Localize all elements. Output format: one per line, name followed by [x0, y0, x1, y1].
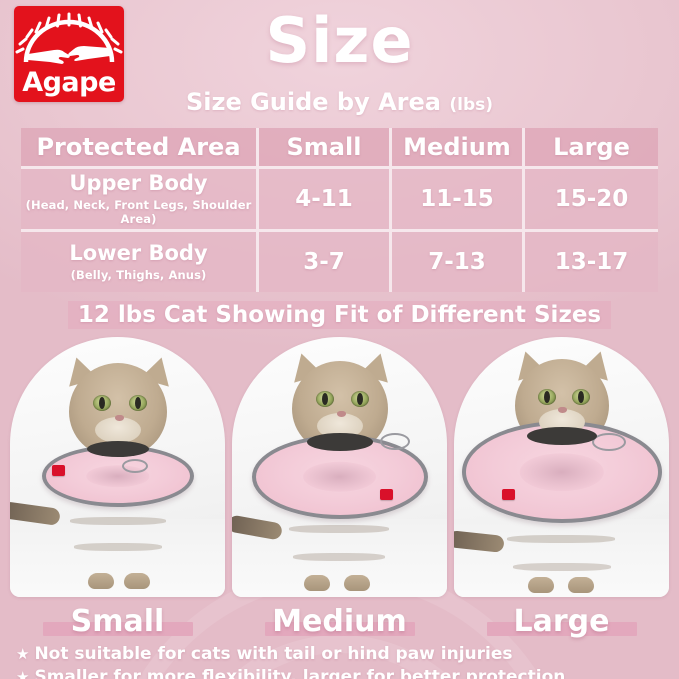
area-detail: (Head, Neck, Front Legs, Shoulder Area): [25, 197, 252, 226]
column-header-large: Large: [525, 128, 658, 166]
subtitle-text: Size Guide by Area: [185, 88, 441, 116]
label-underline-bar: [42, 622, 193, 636]
demo-heading: 12 lbs Cat Showing Fit of Different Size…: [0, 301, 679, 329]
demo-heading-text: 12 lbs Cat Showing Fit of Different Size…: [67, 301, 612, 329]
brand-tag-icon: [52, 465, 65, 476]
cat-eye: [351, 391, 369, 407]
cat-collar: [526, 427, 597, 445]
column-header-small: Small: [259, 128, 392, 166]
footnote-line: ★ Smaller for more flexibility, larger fo…: [16, 666, 679, 679]
brand-logo: Agape: [14, 6, 124, 102]
cat-nose: [558, 407, 567, 413]
cat-paw: [304, 575, 330, 591]
table-row: Lower Body (Belly, Thighs, Anus) 3-7 7-1…: [21, 232, 658, 292]
value: 4-11: [295, 186, 353, 212]
cat-paw: [124, 573, 150, 589]
fit-card-small: [10, 337, 225, 597]
cone-drawstring-loop: [380, 433, 410, 450]
cat-eye: [129, 395, 147, 411]
size-label-text: Medium: [272, 603, 407, 639]
cell-upper-small: 4-11: [259, 169, 392, 229]
cell-area-upper-body: Upper Body (Head, Neck, Front Legs, Shou…: [21, 169, 259, 229]
footnote-line: ★ Not suitable for cats with tail or hind…: [16, 643, 679, 666]
size-label-text: Small: [70, 603, 165, 639]
photo-floor: [454, 519, 669, 597]
star-bullet-icon: ★: [16, 667, 30, 679]
cone-drawstring-loop: [122, 459, 148, 473]
size-guide-table: Protected Area Small Medium Large Upper …: [21, 128, 658, 292]
cell-upper-large: 15-20: [525, 169, 658, 229]
brand-tag-icon: [502, 489, 515, 500]
value: 3-7: [303, 249, 345, 275]
cat-eye: [572, 389, 590, 405]
cat-paw: [528, 577, 554, 593]
area-detail: (Belly, Thighs, Anus): [70, 267, 207, 282]
column-label: Protected Area: [36, 133, 241, 161]
cat-paw: [344, 575, 370, 591]
footnotes: ★ Not suitable for cats with tail or hind…: [16, 643, 679, 679]
cell-lower-large: 13-17: [525, 232, 658, 292]
cat-nose: [337, 411, 346, 417]
photo-floor: [10, 519, 225, 597]
brand-wordmark: Agape: [22, 67, 116, 98]
cone-drawstring-loop: [592, 433, 626, 451]
cat-paw: [568, 577, 594, 593]
value: 11-15: [420, 186, 494, 212]
cell-lower-medium: 7-13: [392, 232, 525, 292]
size-label-row: Small Medium Large: [10, 601, 669, 641]
cat-eye: [316, 391, 334, 407]
cat-muzzle: [94, 417, 141, 443]
footnote-text: Not suitable for cats with tail or hind …: [34, 644, 513, 664]
fit-card-medium: [232, 337, 447, 597]
column-header-protected-area: Protected Area: [21, 128, 259, 166]
column-label: Medium: [403, 133, 511, 161]
cat-collar: [306, 433, 373, 451]
column-label: Small: [286, 133, 362, 161]
subtitle-unit: (lbs): [449, 95, 493, 115]
cell-upper-medium: 11-15: [392, 169, 525, 229]
area-name: Lower Body: [69, 241, 208, 266]
size-label-small: Small: [10, 601, 225, 641]
page-title: Size: [265, 4, 414, 77]
value: 7-13: [428, 249, 486, 275]
fit-card-large: [454, 337, 669, 597]
cat-eye: [93, 395, 111, 411]
size-label-text: Large: [513, 603, 610, 639]
brand-tag-icon: [380, 489, 393, 500]
label-underline-bar: [486, 622, 637, 636]
page-header: Agape Size Size Guide by Area (lbs): [0, 0, 679, 128]
size-label-medium: Medium: [232, 601, 447, 641]
cell-area-lower-body: Lower Body (Belly, Thighs, Anus): [21, 232, 259, 292]
label-underline-bar: [264, 622, 415, 636]
value: 15-20: [554, 186, 629, 212]
fit-demo-cards: [10, 337, 669, 597]
two-hands-reaching-icon: [15, 12, 123, 64]
value: 13-17: [554, 249, 629, 275]
table-header-row: Protected Area Small Medium Large: [21, 128, 658, 169]
cat-paw: [88, 573, 114, 589]
area-name: Upper Body: [69, 171, 208, 196]
cat-eye: [538, 389, 556, 405]
cat-nose: [115, 415, 124, 421]
size-label-large: Large: [454, 601, 669, 641]
cell-lower-small: 3-7: [259, 232, 392, 292]
footnote-text: Smaller for more flexibility, larger for…: [34, 666, 566, 679]
page-subtitle: Size Guide by Area (lbs): [0, 88, 679, 116]
column-label: Large: [553, 133, 630, 161]
cat-collar: [86, 441, 149, 457]
table-row: Upper Body (Head, Neck, Front Legs, Shou…: [21, 169, 658, 232]
star-bullet-icon: ★: [16, 645, 30, 663]
column-header-medium: Medium: [392, 128, 525, 166]
